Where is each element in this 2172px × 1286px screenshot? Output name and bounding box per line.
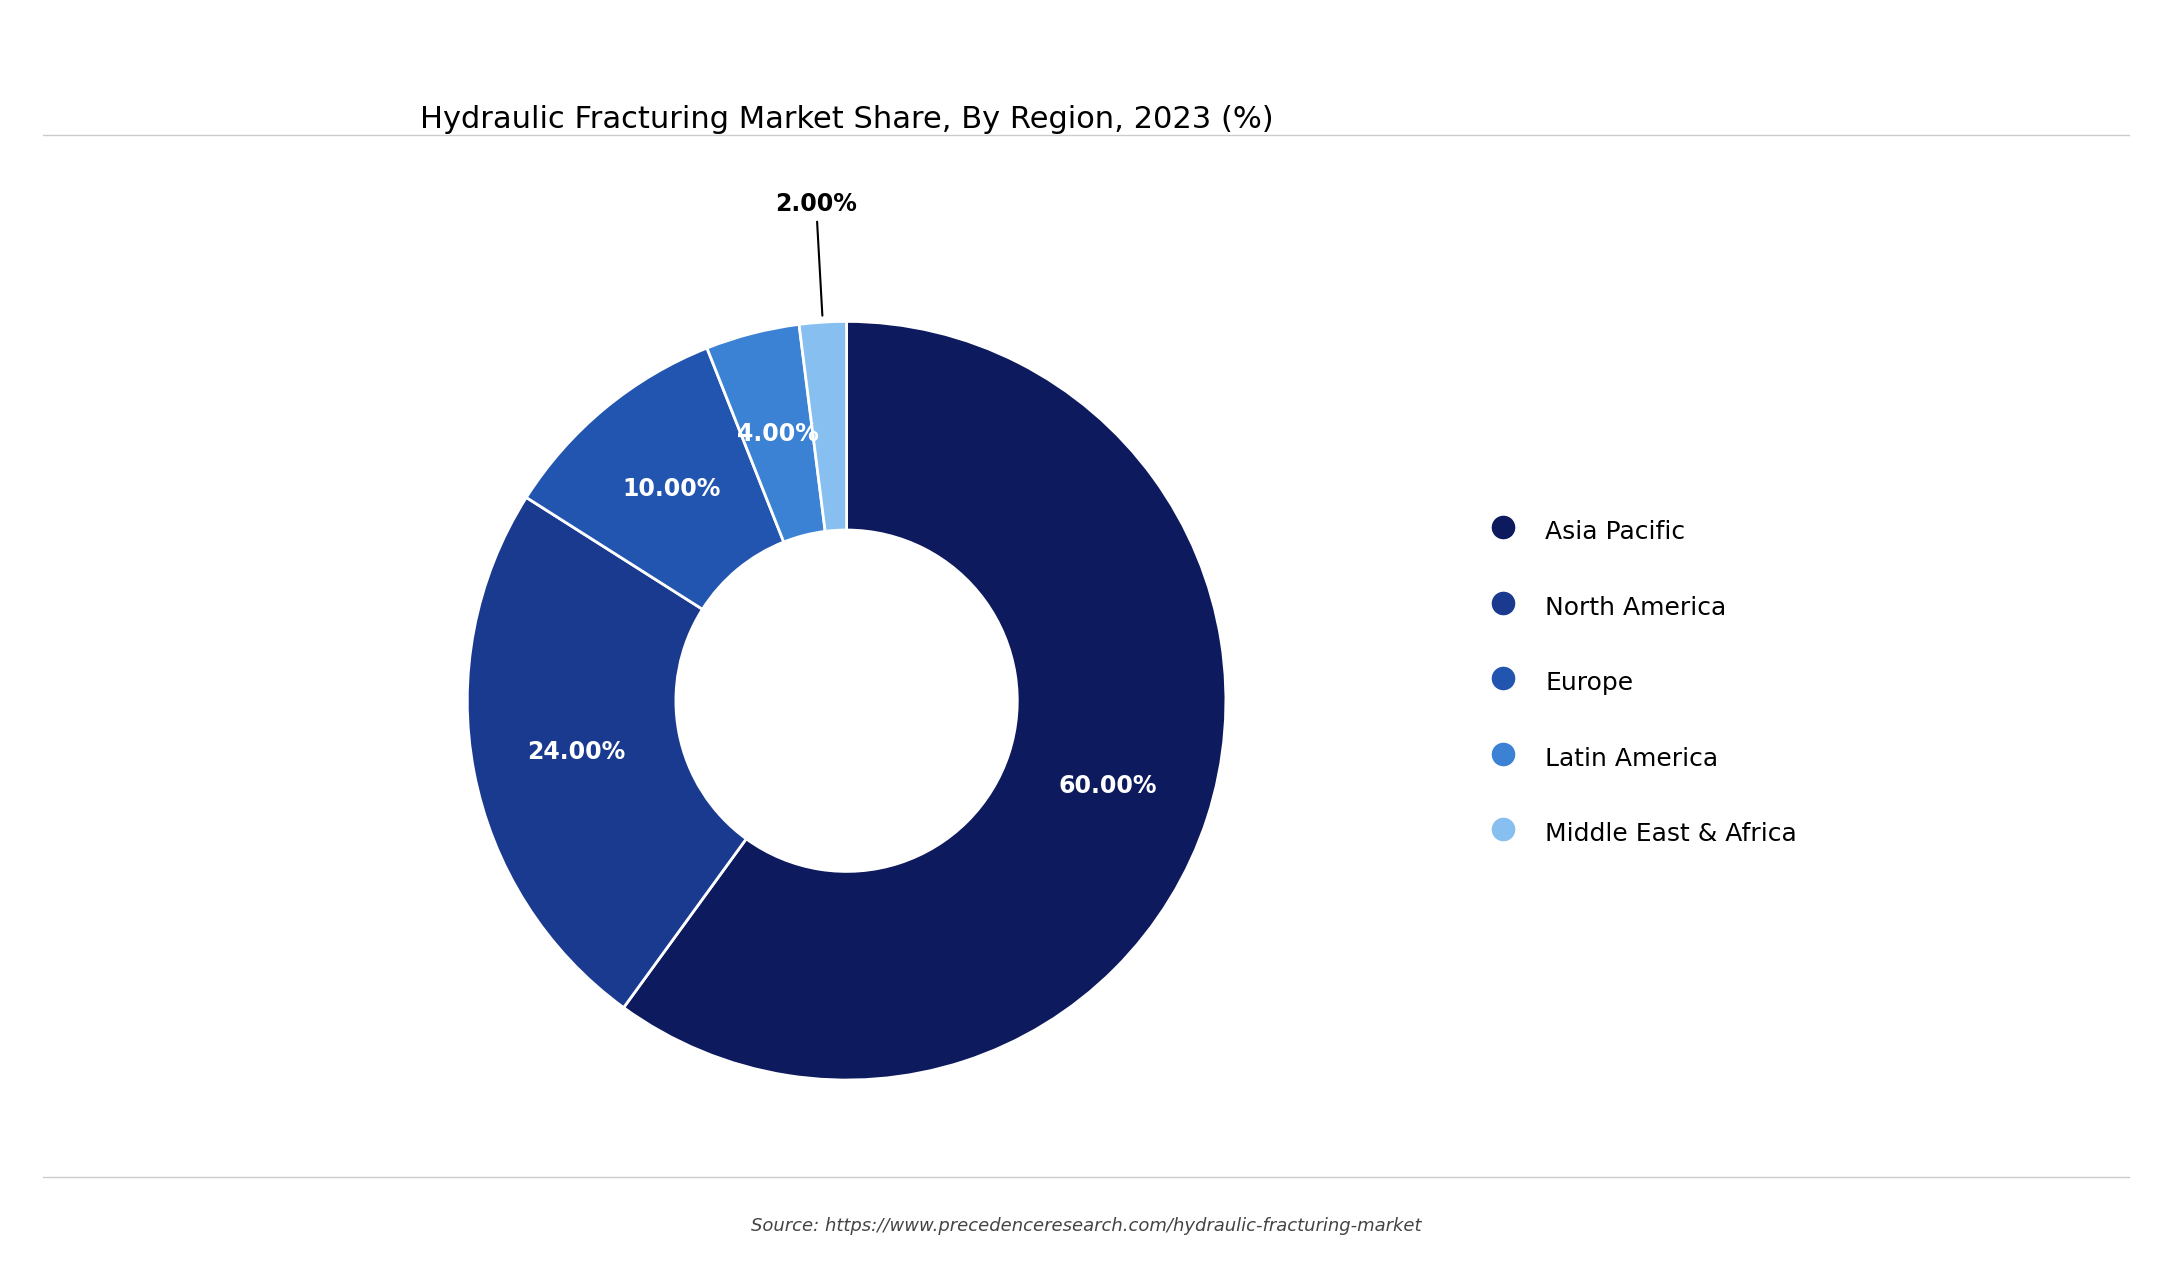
Wedge shape xyxy=(623,322,1225,1080)
Text: 60.00%: 60.00% xyxy=(1060,774,1158,797)
Text: 2.00%: 2.00% xyxy=(775,192,858,315)
Text: 4.00%: 4.00% xyxy=(736,422,819,446)
Text: 24.00%: 24.00% xyxy=(528,741,626,764)
Wedge shape xyxy=(526,349,784,610)
Text: Source: https://www.precedenceresearch.com/hydraulic-fracturing-market: Source: https://www.precedenceresearch.c… xyxy=(752,1217,1420,1235)
Legend: Asia Pacific, North America, Europe, Latin America, Middle East & Africa: Asia Pacific, North America, Europe, Lat… xyxy=(1490,516,1796,847)
Wedge shape xyxy=(799,322,847,531)
Text: 10.00%: 10.00% xyxy=(621,477,721,500)
Wedge shape xyxy=(706,324,825,541)
Wedge shape xyxy=(467,498,747,1008)
Title: Hydraulic Fracturing Market Share, By Region, 2023 (%): Hydraulic Fracturing Market Share, By Re… xyxy=(419,105,1273,134)
